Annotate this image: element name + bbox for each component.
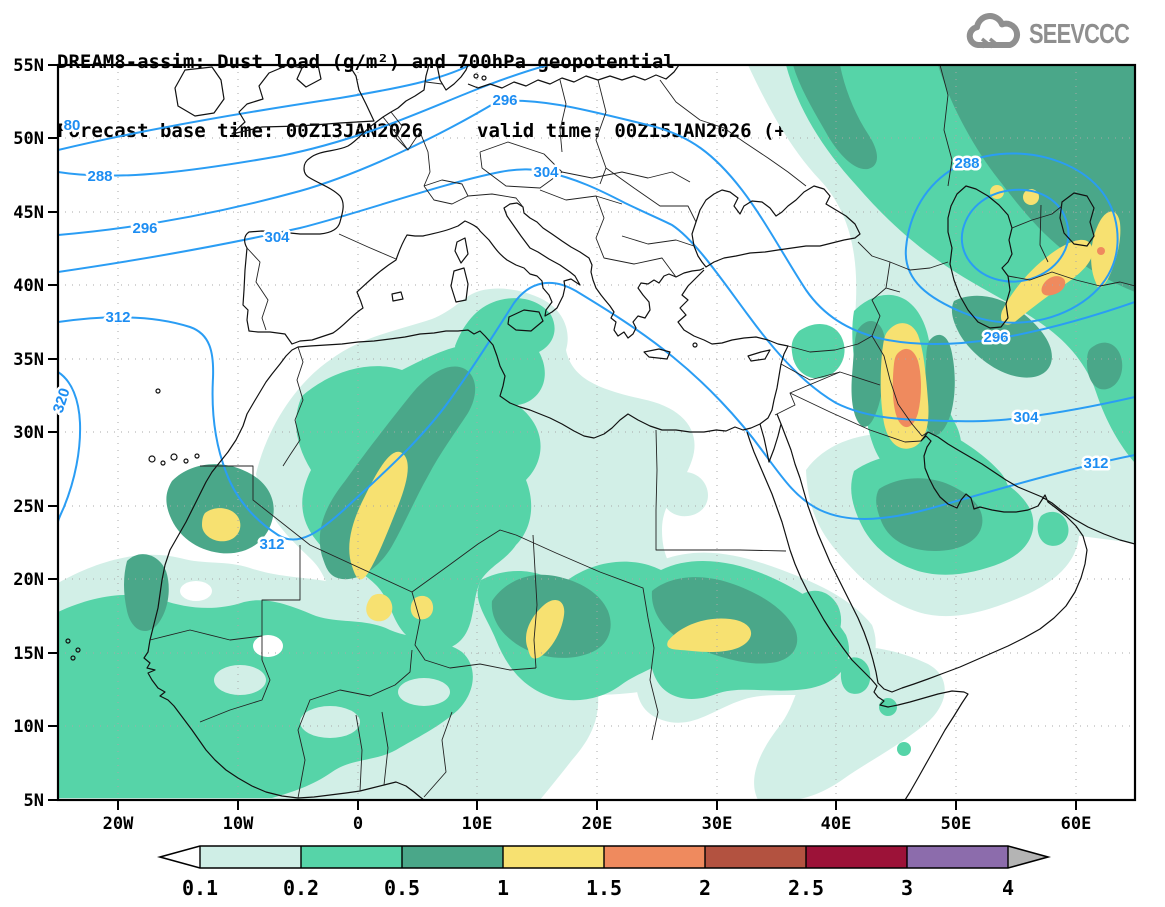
contour-label: 288 xyxy=(87,168,112,185)
lat-tick-label: 25N xyxy=(13,497,44,517)
colorbar-tick: 2.5 xyxy=(788,876,824,900)
lon-tick-label: 50E xyxy=(941,814,972,834)
lat-tick-label: 10N xyxy=(13,717,44,737)
lon-tick-label: 10E xyxy=(462,814,493,834)
contour-label: 312 xyxy=(105,309,130,326)
lat-tick-label: 40N xyxy=(13,276,44,296)
colorbar-tick: 4 xyxy=(1002,876,1014,900)
lon-tick-label: 30E xyxy=(702,814,733,834)
figure-title: DREAM8-assim: Dust load (g/m²) and 700hP… xyxy=(57,51,675,73)
contour-label: 304 xyxy=(1013,409,1039,426)
lon-tick-label: 0 xyxy=(353,814,363,834)
seevccc-logo: SEEVCCC xyxy=(963,12,1157,56)
contour-label: 296 xyxy=(983,329,1008,346)
lat-tick-label: 45N xyxy=(13,203,44,223)
colorbar-tick: 1 xyxy=(497,876,509,900)
colorbar-tick: 1.5 xyxy=(586,876,622,900)
colorbar-tick-labels: 0.1 0.2 0.5 1 1.5 2 2.5 3 4 xyxy=(182,876,1014,900)
colorbar-swatch xyxy=(301,846,402,868)
colorbar-swatch xyxy=(604,846,705,868)
lat-tick-label: 5N xyxy=(24,791,44,811)
lon-tick-label: 60E xyxy=(1061,814,1092,834)
seevccc-cloud-icon xyxy=(966,13,1020,49)
contour-label: 296 xyxy=(132,220,157,237)
country-borders xyxy=(149,65,1135,799)
colorbar-right-arrow xyxy=(1008,846,1048,868)
coastlines xyxy=(65,65,1135,800)
colorbar-tick: 2 xyxy=(699,876,711,900)
lon-tick-label: 20W xyxy=(103,814,134,834)
colorbar-tick: 0.2 xyxy=(283,876,319,900)
contour-label: 296 xyxy=(492,92,517,109)
contour-labels: 80 288 296 304 312 320 296 304 312 288 2… xyxy=(47,90,1111,556)
colorbar-swatch xyxy=(806,846,907,868)
colorbar-left-arrow xyxy=(160,846,200,868)
lat-tick-label: 15N xyxy=(13,644,44,664)
logo-text: SEEVCCC xyxy=(1028,18,1130,49)
latitude-axis: 55N 50N 45N 40N 35N 30N 25N 20N 15N 10N … xyxy=(13,56,44,811)
lon-tick-label: 40E xyxy=(821,814,852,834)
geopotential-contours xyxy=(58,65,1135,541)
lat-tick-label: 50N xyxy=(13,129,44,149)
colorbar-tick: 0.1 xyxy=(182,876,218,900)
colorbar-tick: 0.5 xyxy=(384,876,420,900)
lon-tick-label: 10W xyxy=(223,814,254,834)
colorbar-tick: 3 xyxy=(901,876,913,900)
colorbar: 0.1 0.2 0.5 1 1.5 2 2.5 3 4 xyxy=(156,845,1052,900)
colorbar-swatch xyxy=(503,846,604,868)
contour-label: 80 xyxy=(64,117,81,134)
lat-tick-label: 55N xyxy=(13,56,44,76)
lat-tick-label: 30N xyxy=(13,423,44,443)
contour-label: 288 xyxy=(954,155,979,172)
longitude-axis: 20W 10W 0 10E 20E 30E 40E 50E 60E xyxy=(103,814,1092,834)
lat-tick-label: 35N xyxy=(13,350,44,370)
axis-ticks xyxy=(48,64,1077,810)
lat-tick-label: 20N xyxy=(13,570,44,590)
dust-shading xyxy=(58,65,1135,800)
colorbar-swatch xyxy=(705,846,806,868)
lon-tick-label: 20E xyxy=(582,814,613,834)
contour-label: 312 xyxy=(1083,455,1108,472)
contour-label: 312 xyxy=(259,536,284,553)
colorbar-swatch xyxy=(200,846,301,868)
contour-label: 320 xyxy=(50,386,74,415)
contour-label: 304 xyxy=(264,229,290,246)
contour-label: 304 xyxy=(533,164,559,181)
colorbar-swatch xyxy=(907,846,1008,868)
colorbar-swatch xyxy=(402,846,503,868)
